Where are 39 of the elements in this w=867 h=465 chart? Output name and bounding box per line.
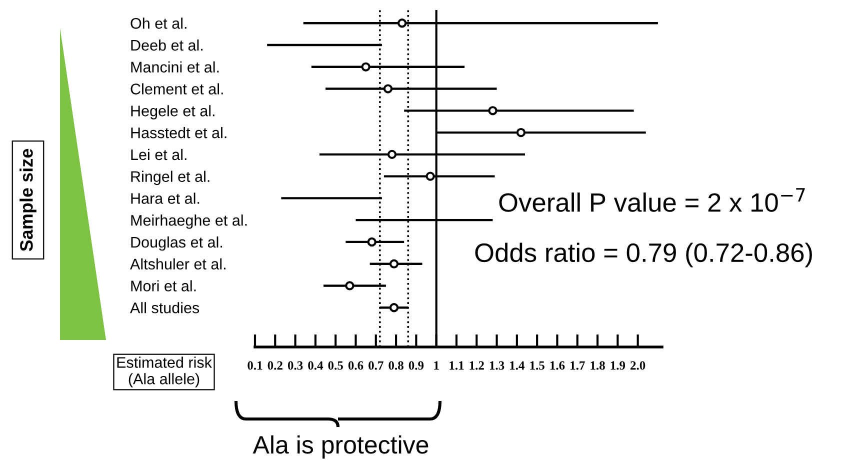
y-tick-label: Douglas et al. xyxy=(131,236,222,251)
x-tick-label: 1.5 xyxy=(530,361,544,370)
x-tick-label: 0.4 xyxy=(308,361,324,370)
x-tick-label: 0.2 xyxy=(268,361,282,370)
y-tick-label: Altshuler et al. xyxy=(130,258,226,270)
x-tick-label: 2.0 xyxy=(630,361,646,370)
y-tick-label: Clement et al. xyxy=(130,83,223,94)
x-tick-label: 1.6 xyxy=(550,361,565,370)
x-tick-label: 1.4 xyxy=(510,361,525,370)
annotation: Odds ratio = 0.79 (0.72-0.86) xyxy=(475,242,812,268)
x-tick-label: 0.7 xyxy=(368,361,384,370)
x-tick-label: 1 xyxy=(434,361,439,370)
x-tick-label: 1.8 xyxy=(590,361,605,370)
x-tick-label: 0.3 xyxy=(288,361,303,370)
x-axis-title: Estimated risk (Ala allele) xyxy=(117,356,212,388)
x-tick-label: 1.7 xyxy=(570,361,585,370)
x-tick-label: 1.2 xyxy=(470,361,484,370)
text: Ala is protective xyxy=(252,435,428,459)
x-tick-label: 0.5 xyxy=(328,361,343,370)
x-tick-label: 0.6 xyxy=(348,361,364,370)
x-tick-label: 0.9 xyxy=(408,361,424,370)
y-tick-label: Ringel et al. xyxy=(131,170,210,186)
x-tick-label: 1.1 xyxy=(450,361,464,370)
y-tick-label: Lei et al. xyxy=(131,148,186,160)
text: Sample size xyxy=(20,148,36,252)
y-tick-label: Hara et al. xyxy=(131,192,200,204)
y-tick-label: Hegele et al. xyxy=(131,105,214,120)
x-tick-label: 1.9 xyxy=(610,361,626,370)
x-tick-label: 0.1 xyxy=(248,361,262,370)
y-tick-label: All studies xyxy=(130,302,200,314)
annotation: Overall P value = 2 x 10$^{−7}$ xyxy=(499,188,805,212)
y-tick-label: Oh et al. xyxy=(130,18,186,29)
y-tick-label: Hasstedt et al. xyxy=(131,127,226,138)
y-tick-label: Meirhaeghe et al. xyxy=(131,214,247,229)
y-tick-label: Mancini et al. xyxy=(131,61,219,73)
x-tick-label: 1.3 xyxy=(490,361,504,370)
x-tick-label: 0.8 xyxy=(388,361,404,370)
y-tick-label: Mori et al. xyxy=(131,280,196,292)
y-tick-label: Deeb et al. xyxy=(131,39,202,51)
